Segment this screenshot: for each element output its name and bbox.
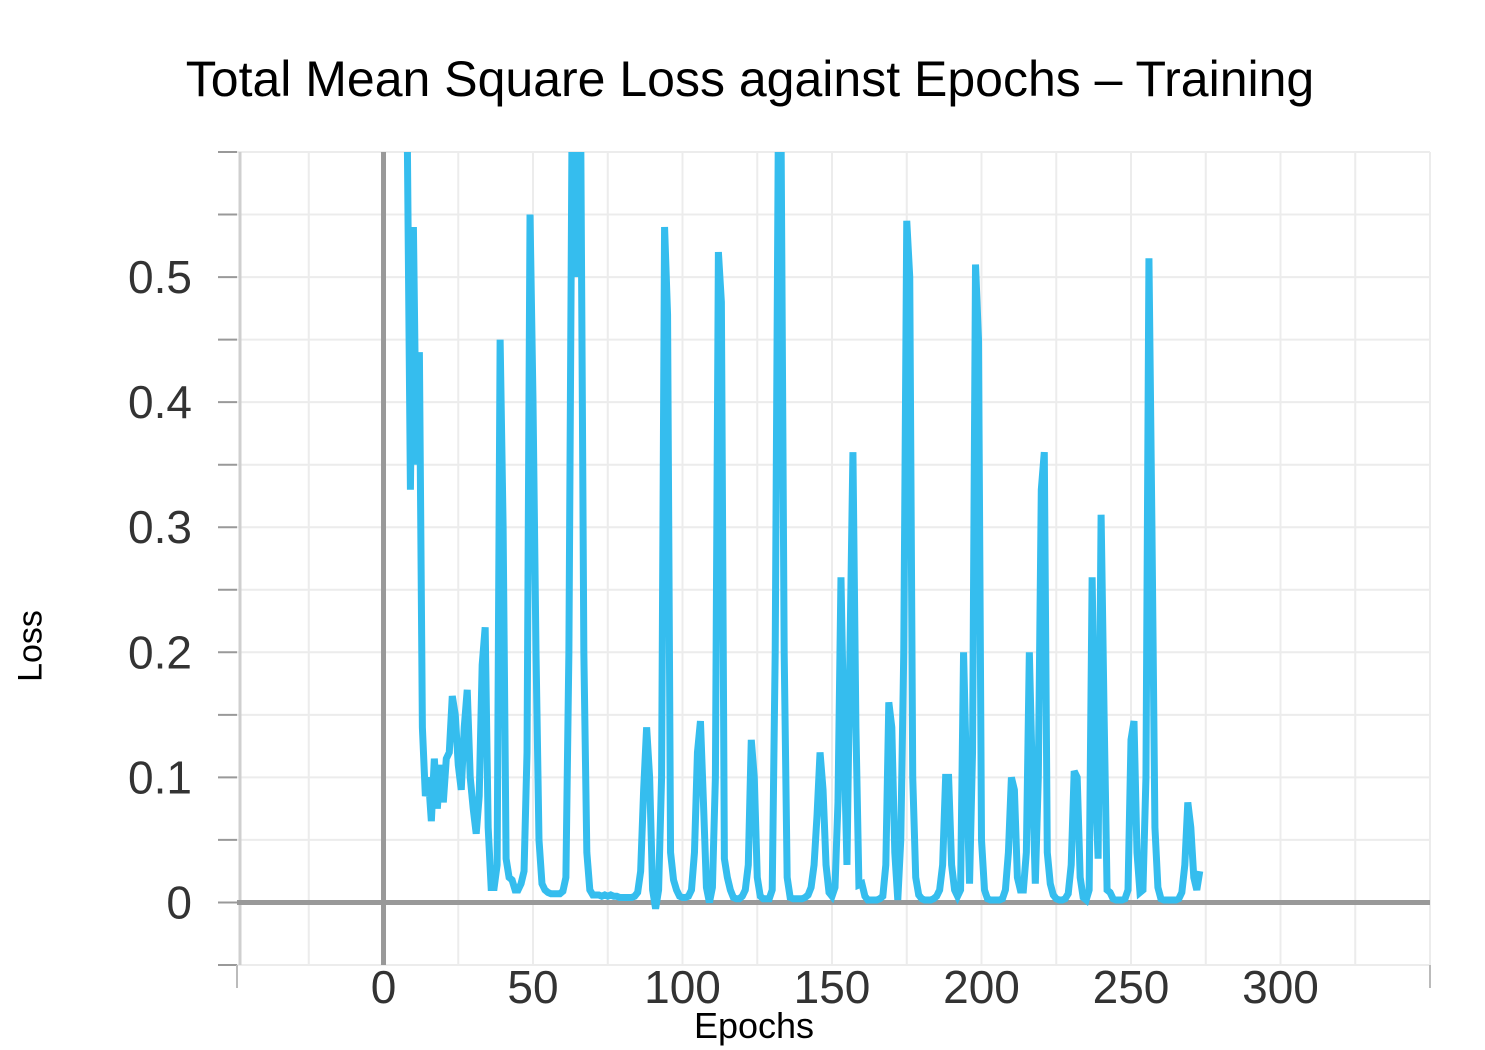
series-line-0 [403, 152, 1204, 910]
tick-labels: 0 50 100 150 200 250 300 0 0.1 0.2 0.3 0.4 0.5 [128, 251, 1319, 1013]
x-axis-label: Epochs [693, 1005, 815, 1046]
x-tick-label: 0 [371, 961, 397, 1013]
y-tick-label: 0.3 [128, 501, 192, 553]
y-tick-label: 0 [166, 876, 192, 928]
x-tick-label: 200 [943, 961, 1020, 1013]
x-tick-label: 100 [644, 961, 721, 1013]
x-tick-label: 50 [507, 961, 558, 1013]
chart-title: Total Mean Square Loss against Epochs – … [185, 51, 1315, 107]
y-tick-label: 0.1 [128, 751, 192, 803]
y-tick-label: 0.5 [128, 251, 192, 303]
x-tick-label: 250 [1093, 961, 1170, 1013]
x-tick-label: 150 [794, 961, 871, 1013]
series-layer [403, 152, 1204, 910]
y-tick-label: 0.2 [128, 626, 192, 678]
y-tick-label: 0.4 [128, 376, 192, 428]
x-tick-label: 300 [1242, 961, 1319, 1013]
